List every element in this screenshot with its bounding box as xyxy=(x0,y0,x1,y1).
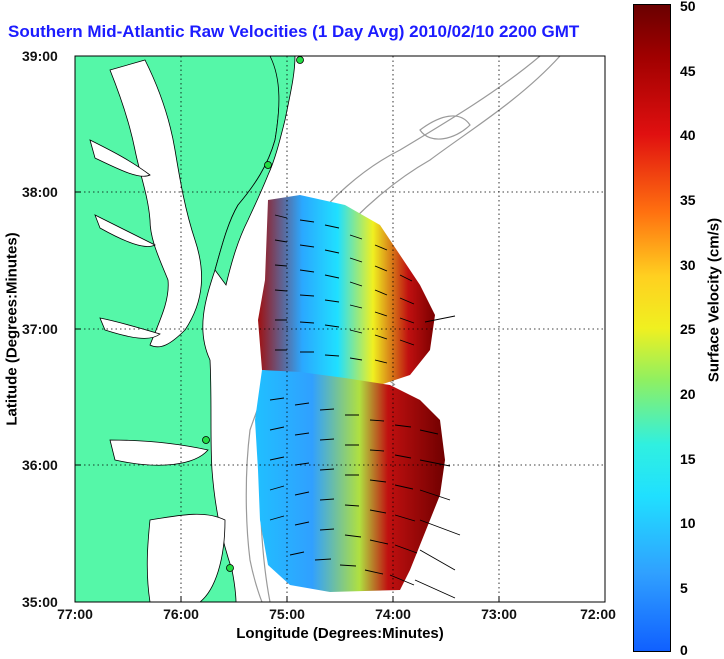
station-marker xyxy=(226,564,234,572)
colorbar-tick-label: 25 xyxy=(680,321,696,337)
chesapeake-bay xyxy=(109,59,202,348)
y-axis-label: Latitude (Degrees:Minutes) xyxy=(3,232,21,426)
x-axis-label: Longitude (Degrees:Minutes) xyxy=(236,625,444,642)
x-tick-label: 77:00 xyxy=(57,606,93,622)
x-tick-label: 72:00 xyxy=(580,606,616,622)
colorbar-tick-label: 15 xyxy=(680,451,696,467)
velocity-map xyxy=(74,55,606,603)
landmass-delmarva-coast xyxy=(214,56,296,286)
pamlico-sound xyxy=(146,513,226,602)
colorbar-tick-label: 0 xyxy=(680,642,688,658)
station-marker xyxy=(202,436,210,444)
colorbar-tick-label: 35 xyxy=(680,192,696,208)
velocity-vectors xyxy=(269,214,461,599)
colorbar-tick-label: 10 xyxy=(680,515,696,531)
y-tick-label: 36:00 xyxy=(22,457,58,473)
bays-and-rivers xyxy=(89,59,226,602)
albemarle-sound xyxy=(109,439,209,466)
x-tick-label: 74:00 xyxy=(375,606,411,622)
x-tick-label: 76:00 xyxy=(163,606,199,622)
y-tick-label: 35:00 xyxy=(22,594,58,610)
axis-ticks xyxy=(74,55,606,603)
y-tick-label: 39:00 xyxy=(22,48,58,64)
colorbar-tick-label: 5 xyxy=(680,580,688,596)
velocity-field-north xyxy=(258,195,435,385)
station-marker xyxy=(296,56,304,64)
colorbar-tick-label: 40 xyxy=(680,127,696,143)
colorbar-tick-label: 30 xyxy=(680,257,696,273)
x-tick-label: 73:00 xyxy=(481,606,517,622)
colorbar-tick-label: 50 xyxy=(680,0,696,14)
colorbar xyxy=(633,4,671,652)
potomac-river xyxy=(89,139,151,177)
map-title: Southern Mid-Atlantic Raw Velocities (1 … xyxy=(8,22,580,41)
colorbar-label: Surface Velocity (cm/s) xyxy=(705,217,723,383)
y-tick-label: 37:00 xyxy=(22,321,58,337)
station-marker xyxy=(264,161,272,169)
colorbar-tick-label: 20 xyxy=(680,386,696,402)
james-river xyxy=(99,317,161,339)
rappahannock-river xyxy=(94,214,156,247)
y-tick-label: 38:00 xyxy=(22,184,58,200)
radar-stations xyxy=(202,56,304,572)
grid-lines xyxy=(75,56,605,602)
colorbar-tick-label: 45 xyxy=(680,63,696,79)
x-tick-label: 75:00 xyxy=(269,606,305,622)
